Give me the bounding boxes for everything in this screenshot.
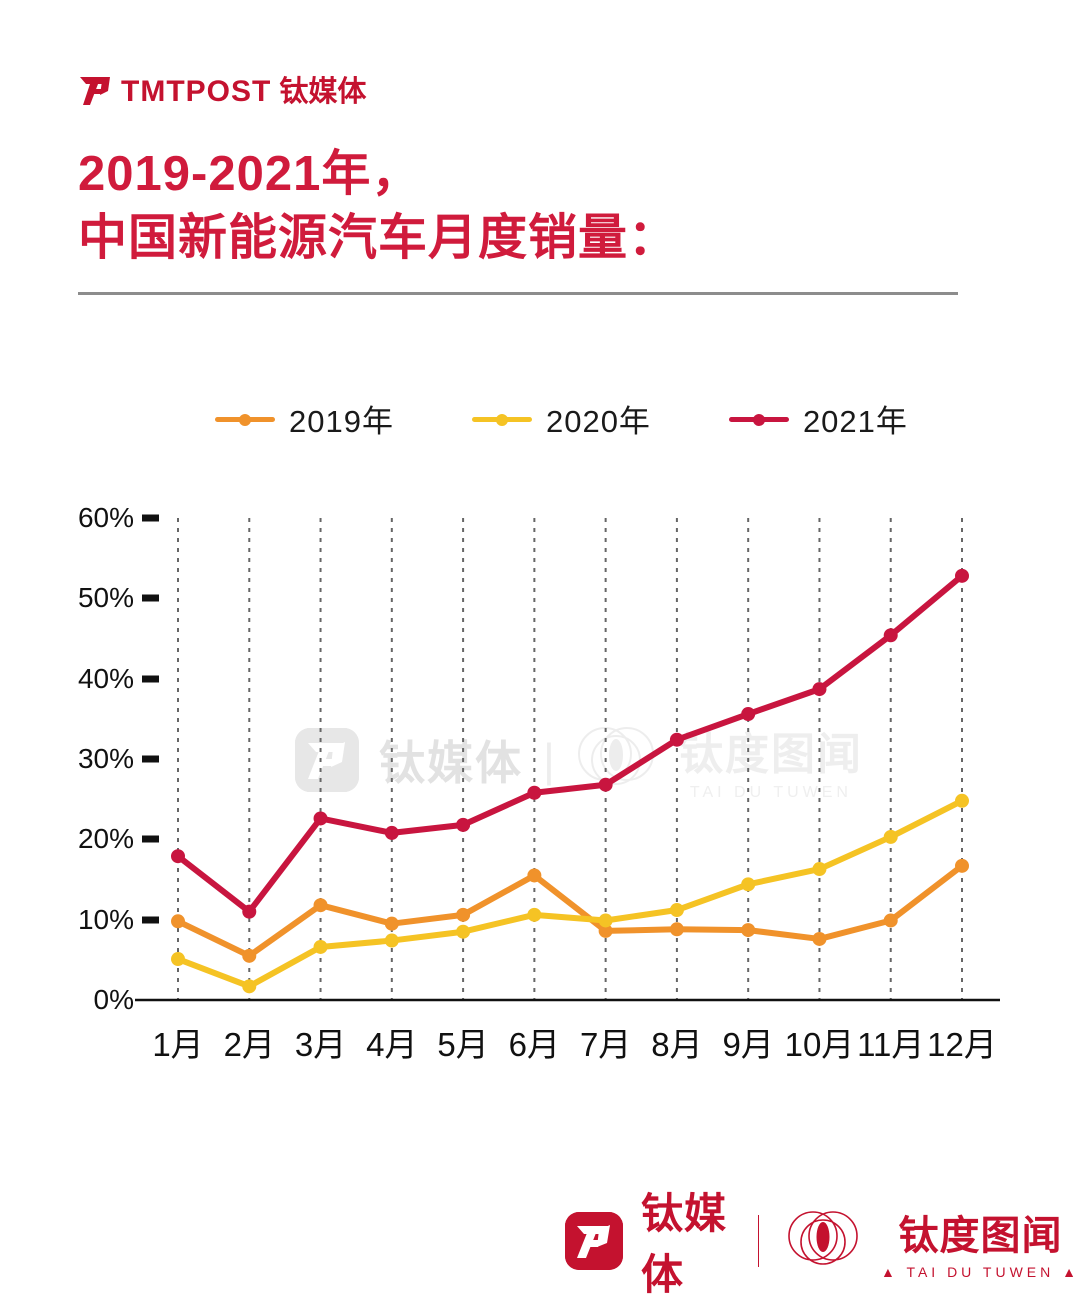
y-axis-tick-label: 50%	[77, 582, 134, 614]
x-axis-tick-label: 2月	[223, 1026, 275, 1063]
x-axis-tick-label: 1月	[152, 1026, 204, 1063]
footer-right-cn: 钛度图闻	[898, 1213, 1063, 1258]
x-axis-tick-label: 4月	[366, 1026, 418, 1063]
footer-divider	[757, 1215, 759, 1267]
legend-label: 2019年	[289, 404, 394, 439]
footer-right-en: ▲ TAI DU TUWEN ▲	[881, 1264, 1080, 1280]
tmtpost-logo-icon	[78, 75, 114, 109]
y-axis-tick-mark	[142, 594, 159, 602]
x-axis-tick-label: 8月	[651, 1026, 703, 1063]
x-axis-tick-label: 3月	[294, 1026, 347, 1063]
x-axis: 1月 2月 3月 4月 5月 6月 7月 8月 9月 10月 11月 12月	[0, 1018, 1080, 1068]
y-axis-tick-mark	[142, 755, 159, 763]
legend-label: 2020年	[545, 404, 651, 439]
brand-latin-text: TMTPOST	[121, 75, 272, 108]
x-axis-tick-label: 5月	[437, 1026, 489, 1063]
legend-item-2020年[interactable]: 2020年	[471, 396, 651, 441]
y-axis-tick-label: 10%	[77, 903, 134, 935]
y-axis-tick-mark	[142, 675, 159, 683]
title-divider	[78, 292, 958, 295]
footer-brand-cn: 钛媒体	[641, 1190, 728, 1298]
legend-swatch-icon	[471, 412, 532, 426]
footer-brand: 钛媒体 钛度图闻 ▲ TAI DU TUWEN ▲	[565, 1180, 1080, 1302]
y-axis-tick-mark	[142, 916, 159, 924]
x-axis-tick-label: 7月	[579, 1026, 632, 1063]
footer-en-right-arrow: ▲	[1062, 1263, 1080, 1280]
legend-swatch-icon	[728, 412, 789, 426]
y-axis-tick-label: 40%	[77, 662, 134, 694]
x-axis-tick-label: 9月	[722, 1026, 774, 1063]
x-axis-tick-label: 6月	[508, 1026, 561, 1063]
y-axis-tick-mark	[142, 514, 159, 522]
y-axis-tick-label: 30%	[77, 743, 134, 774]
tmtpost-square-icon	[565, 1212, 623, 1270]
brand-header: TMTPOST 钛媒体	[78, 75, 366, 109]
eye-circles-icon	[785, 1208, 863, 1274]
legend-swatch-icon	[215, 412, 275, 426]
page-title: 2019-2021年， 中国新能源汽车月度销量：	[78, 143, 938, 270]
x-axis-tick-label: 10月	[784, 1026, 855, 1063]
x-axis-tick-label: 12月	[927, 1026, 997, 1063]
y-axis-tick-label: 20%	[77, 823, 134, 855]
legend-item-2021年[interactable]: 2021年	[728, 396, 908, 441]
y-axis-tick-label: 0%	[93, 984, 134, 1015]
title-line-1: 2019-2021年，	[78, 147, 422, 201]
footer-right: 钛度图闻 ▲ TAI DU TUWEN ▲	[881, 1203, 1080, 1280]
footer-right-en-text: TAI DU TUWEN	[906, 1263, 1055, 1280]
legend-label: 2021年	[802, 404, 908, 439]
chart-legend: 2019年 2020年 2021年	[215, 396, 908, 441]
x-axis-tick-label: 11月	[857, 1026, 925, 1063]
footer-en-left-arrow: ▲	[880, 1263, 899, 1280]
legend-item-2019年[interactable]: 2019年	[215, 396, 394, 441]
y-axis-tick-mark	[142, 835, 159, 843]
brand-chinese-text: 钛媒体	[279, 75, 367, 108]
title-line-2: 中国新能源汽车月度销量：	[78, 210, 679, 265]
y-axis-tick-label: 60%	[77, 502, 134, 533]
